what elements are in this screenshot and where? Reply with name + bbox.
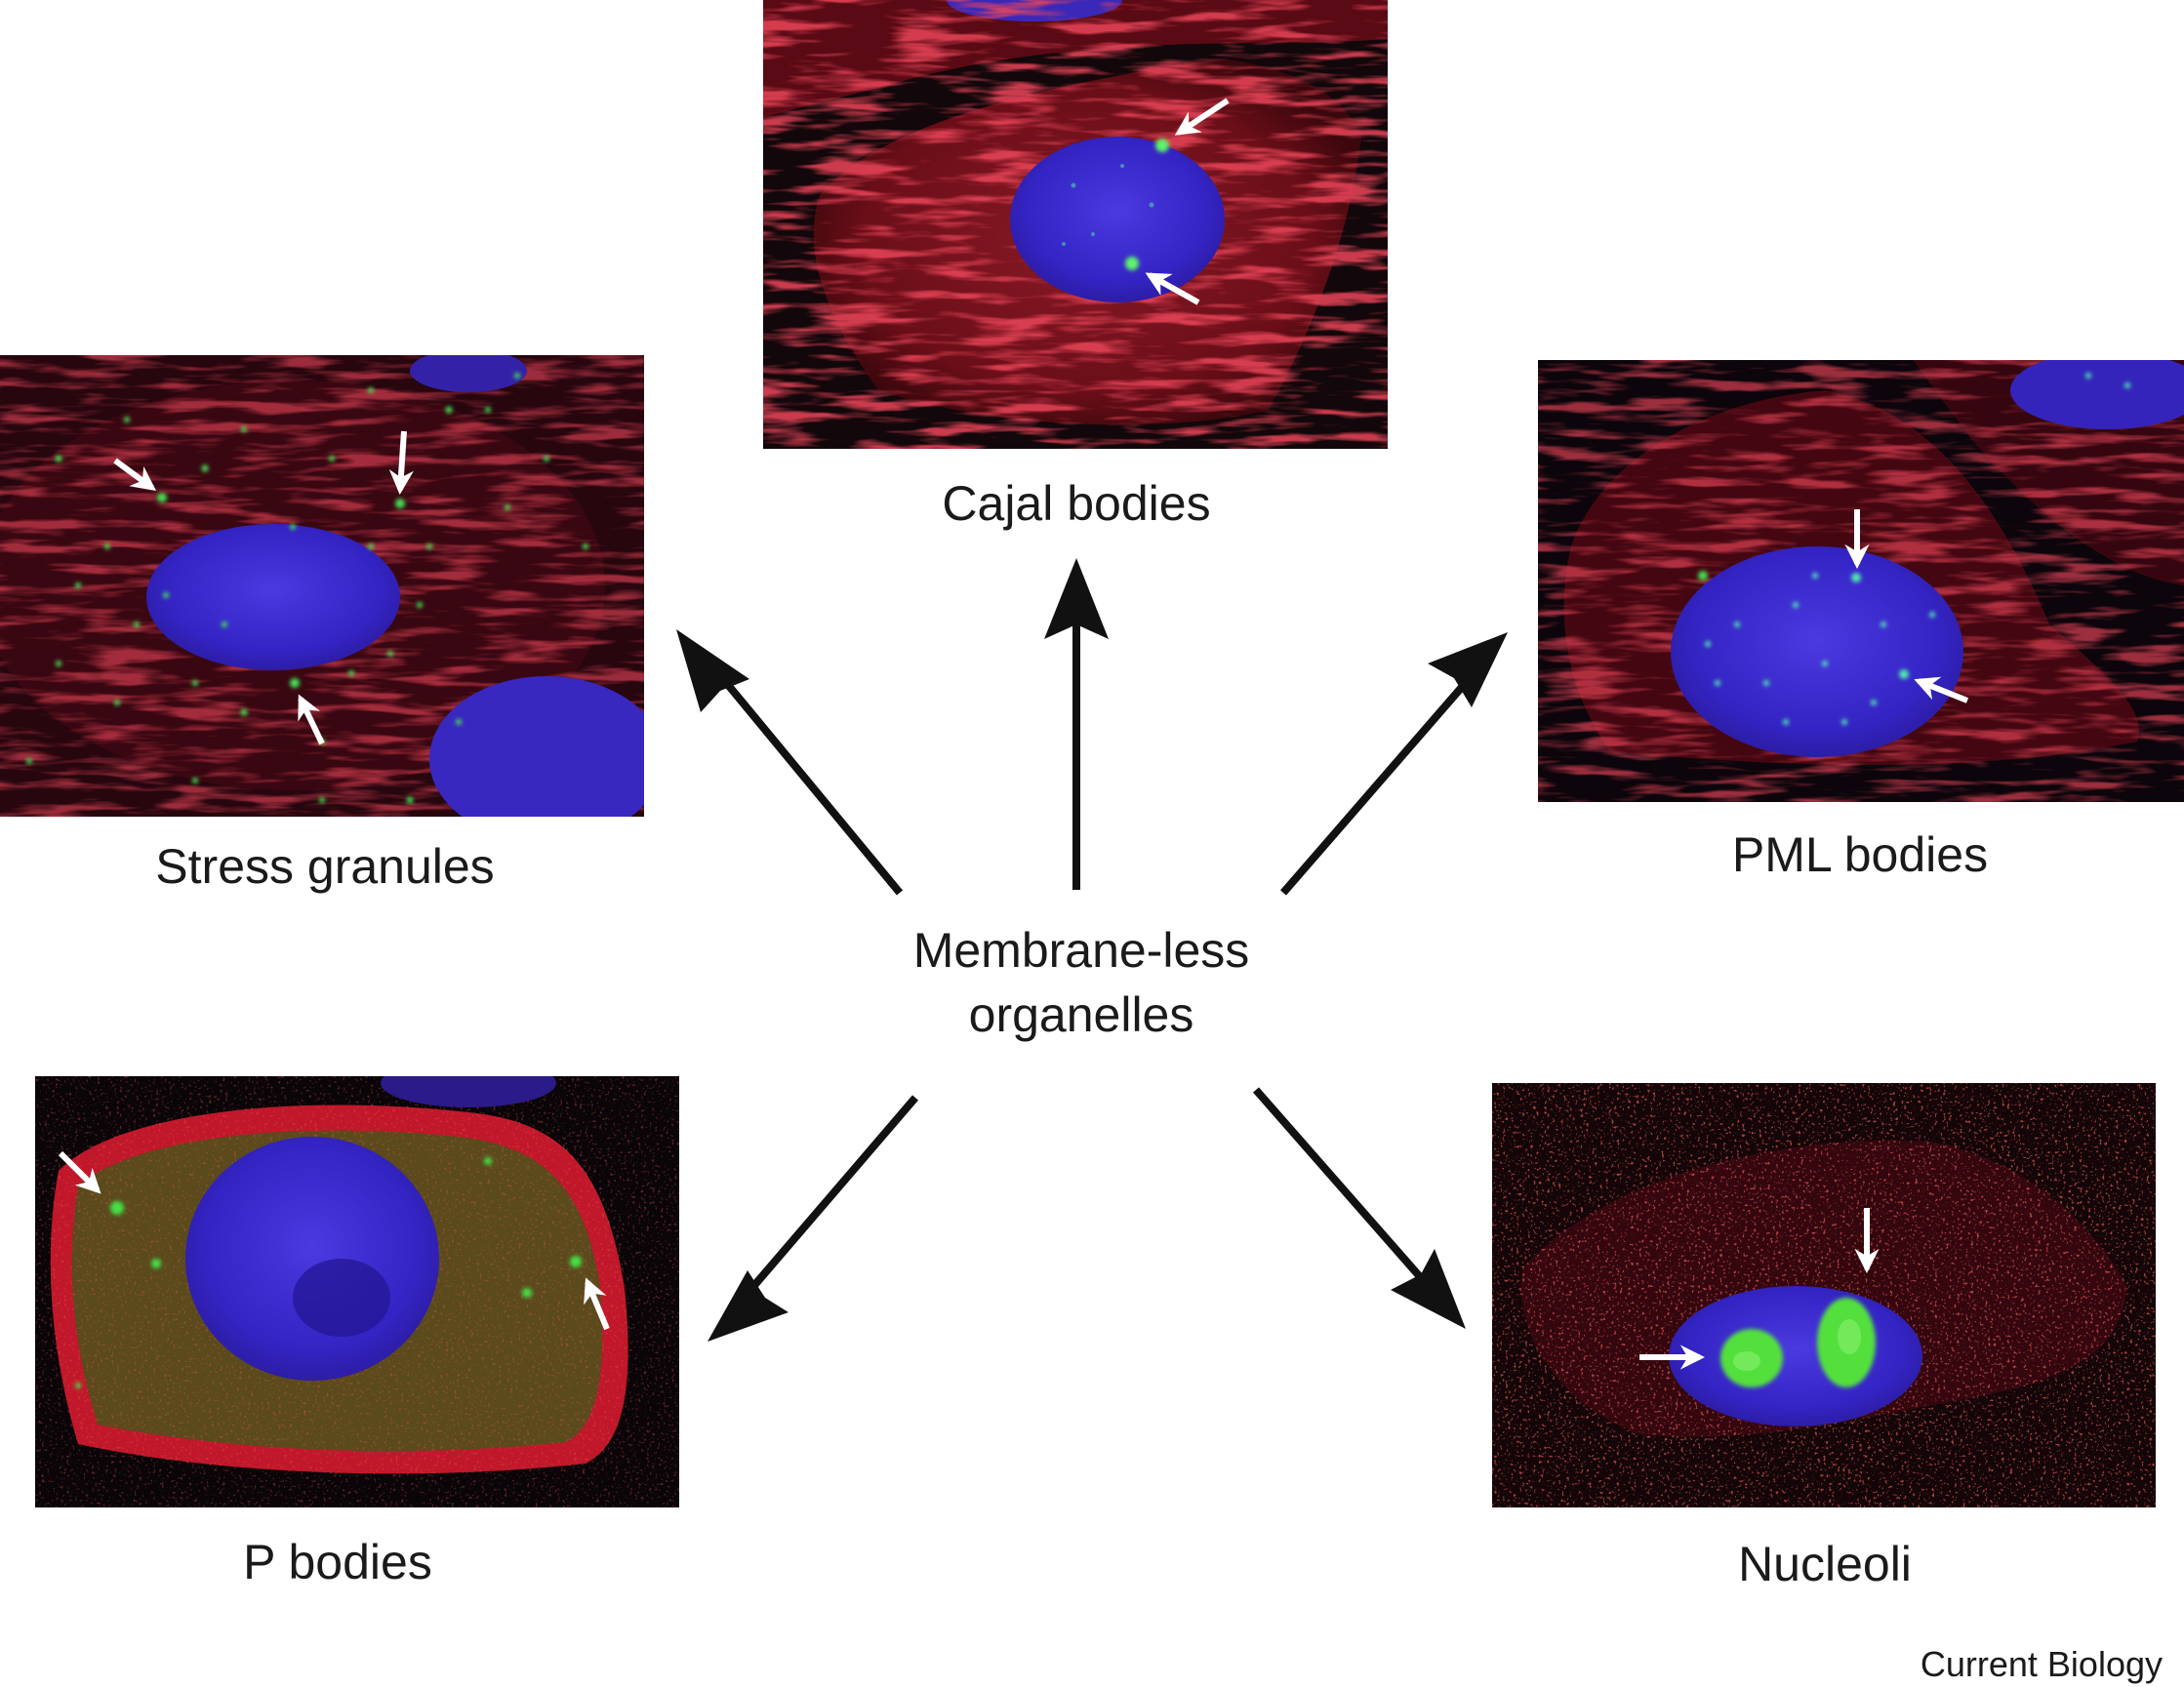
stress-granules-label: Stress granules	[155, 839, 494, 894]
pml-bodies-micrograph	[1538, 360, 2184, 802]
cajal-pointer-1	[1174, 98, 1230, 136]
journal-credit: Current Biology	[1921, 1644, 2163, 1684]
stress-granules-micrograph	[0, 355, 644, 817]
p-bodies-label: P bodies	[243, 1535, 432, 1589]
stress-pointer-1	[113, 458, 157, 491]
nucleoli-micrograph	[1492, 1083, 2156, 1507]
arrowhead-cajal	[1044, 558, 1109, 639]
pml-bodies-label: PML bodies	[1732, 827, 1988, 882]
p-bodies-micrograph	[35, 1076, 679, 1507]
cajal-pointer-2	[1145, 272, 1200, 305]
arrow-to-pml	[1279, 654, 1492, 896]
arrowhead-nucleoli	[1391, 1249, 1466, 1329]
pbody-pointer-2	[584, 1277, 610, 1331]
arrow-to-nucleoli	[1252, 1087, 1448, 1307]
cajal-bodies-micrograph	[763, 0, 1388, 449]
arrowhead-stress	[676, 629, 749, 712]
arrowhead-pml	[1428, 632, 1508, 707]
pbody-pointer-1	[58, 1150, 101, 1194]
center-label-line2: organelles	[969, 987, 1194, 1042]
cajal-bodies-label: Cajal bodies	[942, 476, 1210, 531]
radial-arrows	[676, 558, 1508, 1342]
arrow-to-pbodies	[723, 1095, 919, 1320]
arrowhead-pbodies	[708, 1270, 789, 1342]
arrow-to-stress	[697, 649, 904, 896]
center-label-line1: Membrane-less	[913, 923, 1250, 978]
nucleoli-label: Nucleoli	[1738, 1537, 1912, 1591]
pml-pointer-2	[1914, 676, 1969, 703]
stress-pointer-2	[388, 430, 414, 496]
stress-pointer-3	[298, 694, 325, 745]
